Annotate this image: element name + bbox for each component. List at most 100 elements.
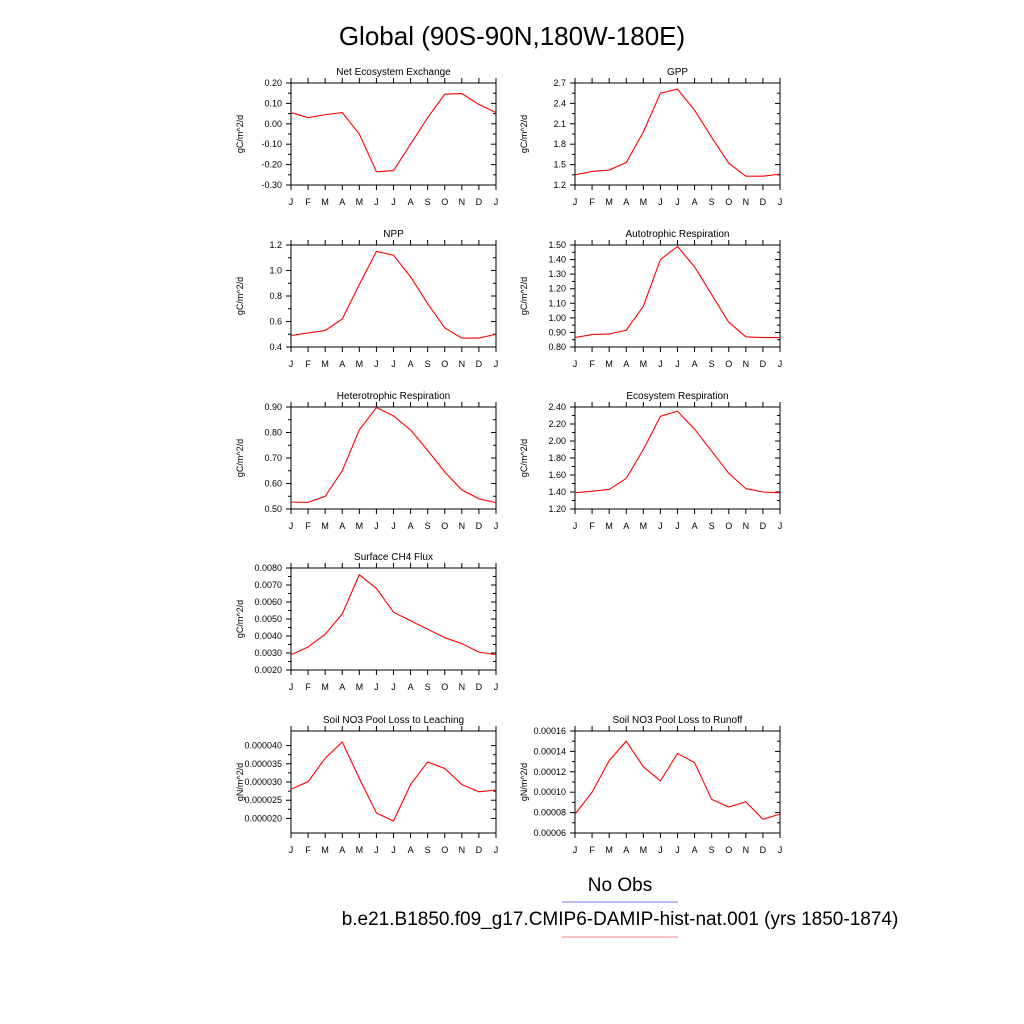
x-tick-label: J (778, 845, 783, 855)
x-tick-label: J (494, 359, 499, 369)
y-tick-label: 1.20 (548, 504, 566, 514)
chart-panel: Soil NO3 Pool Loss to Runoff gN/m^2/d 0.00… (519, 715, 782, 855)
y-tick-label: 0.00006 (533, 828, 566, 838)
y-axis-label: gC/m^2/d (519, 115, 529, 153)
y-tick-label: 2.40 (548, 402, 566, 412)
y-tick-label: 0.0060 (254, 597, 282, 607)
series-line (574, 740, 781, 820)
y-tick-label: -0.10 (261, 139, 282, 149)
x-tick-label: O (725, 359, 732, 369)
y-tick-label: 1.00 (548, 313, 566, 323)
x-tick-label: S (709, 197, 715, 207)
panel-title: GPP (667, 67, 688, 78)
x-tick-label: J (494, 521, 499, 531)
y-tick-label: 0.80 (548, 342, 566, 352)
x-tick-label: J (658, 521, 663, 531)
x-tick-label: M (356, 359, 364, 369)
y-tick-label: 0.0050 (254, 614, 282, 624)
x-tick-label: J (374, 359, 379, 369)
x-tick-label: F (589, 521, 595, 531)
chart-panel: Autotrophic Respiration gC/m^2/d 0.80 0.90 1… (519, 229, 782, 369)
x-tick-label: N (459, 682, 466, 692)
x-tick-label: A (339, 359, 345, 369)
x-tick-label: S (709, 359, 715, 369)
panel-title: Soil NO3 Pool Loss to Leaching (323, 715, 464, 726)
y-tick-label: 1.40 (548, 487, 566, 497)
x-tick-label: A (623, 521, 629, 531)
x-tick-label: J (289, 682, 294, 692)
y-tick-label: 0.0070 (254, 580, 282, 590)
y-tick-label: 0.000035 (244, 759, 282, 769)
plot-frame (290, 730, 497, 834)
y-tick-label: 1.80 (548, 453, 566, 463)
plot-frame (574, 730, 781, 834)
plot-frame (290, 567, 497, 671)
x-tick-label: J (573, 521, 578, 531)
x-tick-label: F (305, 682, 311, 692)
x-tick-label: A (339, 845, 345, 855)
x-tick-label: J (289, 359, 294, 369)
y-tick-label: 0.20 (264, 78, 282, 88)
y-tick-label: 1.50 (548, 240, 566, 250)
x-tick-label: J (573, 197, 578, 207)
x-tick-label: A (623, 359, 629, 369)
y-tick-label: 1.60 (548, 470, 566, 480)
series-line (290, 741, 497, 822)
x-tick-label: A (692, 197, 698, 207)
x-tick-label: S (709, 845, 715, 855)
y-tick-label: 0.000030 (244, 777, 282, 787)
y-tick-label: 1.2 (269, 240, 282, 250)
x-tick-label: D (476, 845, 483, 855)
y-tick-label: -0.20 (261, 160, 282, 170)
x-tick-label: M (356, 197, 364, 207)
x-tick-label: A (623, 197, 629, 207)
x-tick-label: J (494, 845, 499, 855)
y-tick-label: 0.00016 (533, 726, 566, 736)
panel-title: Surface CH4 Flux (354, 552, 433, 563)
x-tick-label: J (658, 359, 663, 369)
legend-label-obs: No Obs (588, 875, 652, 896)
x-tick-label: J (778, 359, 783, 369)
x-tick-label: A (408, 521, 414, 531)
y-tick-label: 0.000025 (244, 795, 282, 805)
y-tick-label: 0.4 (269, 342, 282, 352)
x-tick-label: D (760, 197, 767, 207)
x-tick-label: N (459, 845, 466, 855)
y-tick-label: 0.0080 (254, 563, 282, 573)
x-tick-label: M (321, 521, 329, 531)
x-tick-label: J (391, 682, 396, 692)
panel-title: Ecosystem Respiration (626, 391, 728, 402)
x-tick-label: A (339, 521, 345, 531)
y-tick-label: 2.20 (548, 419, 566, 429)
x-tick-label: A (339, 197, 345, 207)
x-tick-label: A (408, 682, 414, 692)
series-line (290, 93, 497, 173)
chart-panel: Ecosystem Respiration gC/m^2/d 1.20 1.40 1.6… (519, 391, 782, 531)
x-tick-label: M (640, 359, 648, 369)
x-tick-label: A (692, 845, 698, 855)
y-tick-label: 0.000020 (244, 813, 282, 823)
y-tick-label: 0.0030 (254, 648, 282, 658)
y-tick-label: 1.2 (553, 180, 566, 190)
series-line (574, 245, 780, 339)
x-tick-label: J (675, 359, 680, 369)
x-tick-label: M (321, 197, 329, 207)
x-tick-label: D (476, 682, 483, 692)
x-tick-label: J (289, 197, 294, 207)
x-tick-label: D (476, 197, 483, 207)
x-tick-label: N (743, 845, 750, 855)
x-tick-label: N (743, 521, 750, 531)
x-tick-label: O (441, 359, 448, 369)
x-tick-label: J (289, 845, 294, 855)
x-tick-label: O (725, 521, 732, 531)
x-tick-label: J (374, 682, 379, 692)
x-tick-label: F (589, 197, 595, 207)
x-tick-label: A (339, 682, 345, 692)
y-tick-label: 2.1 (553, 119, 566, 129)
x-tick-label: J (675, 521, 680, 531)
x-tick-label: N (459, 359, 466, 369)
series-line (290, 573, 497, 656)
x-tick-label: F (305, 845, 311, 855)
